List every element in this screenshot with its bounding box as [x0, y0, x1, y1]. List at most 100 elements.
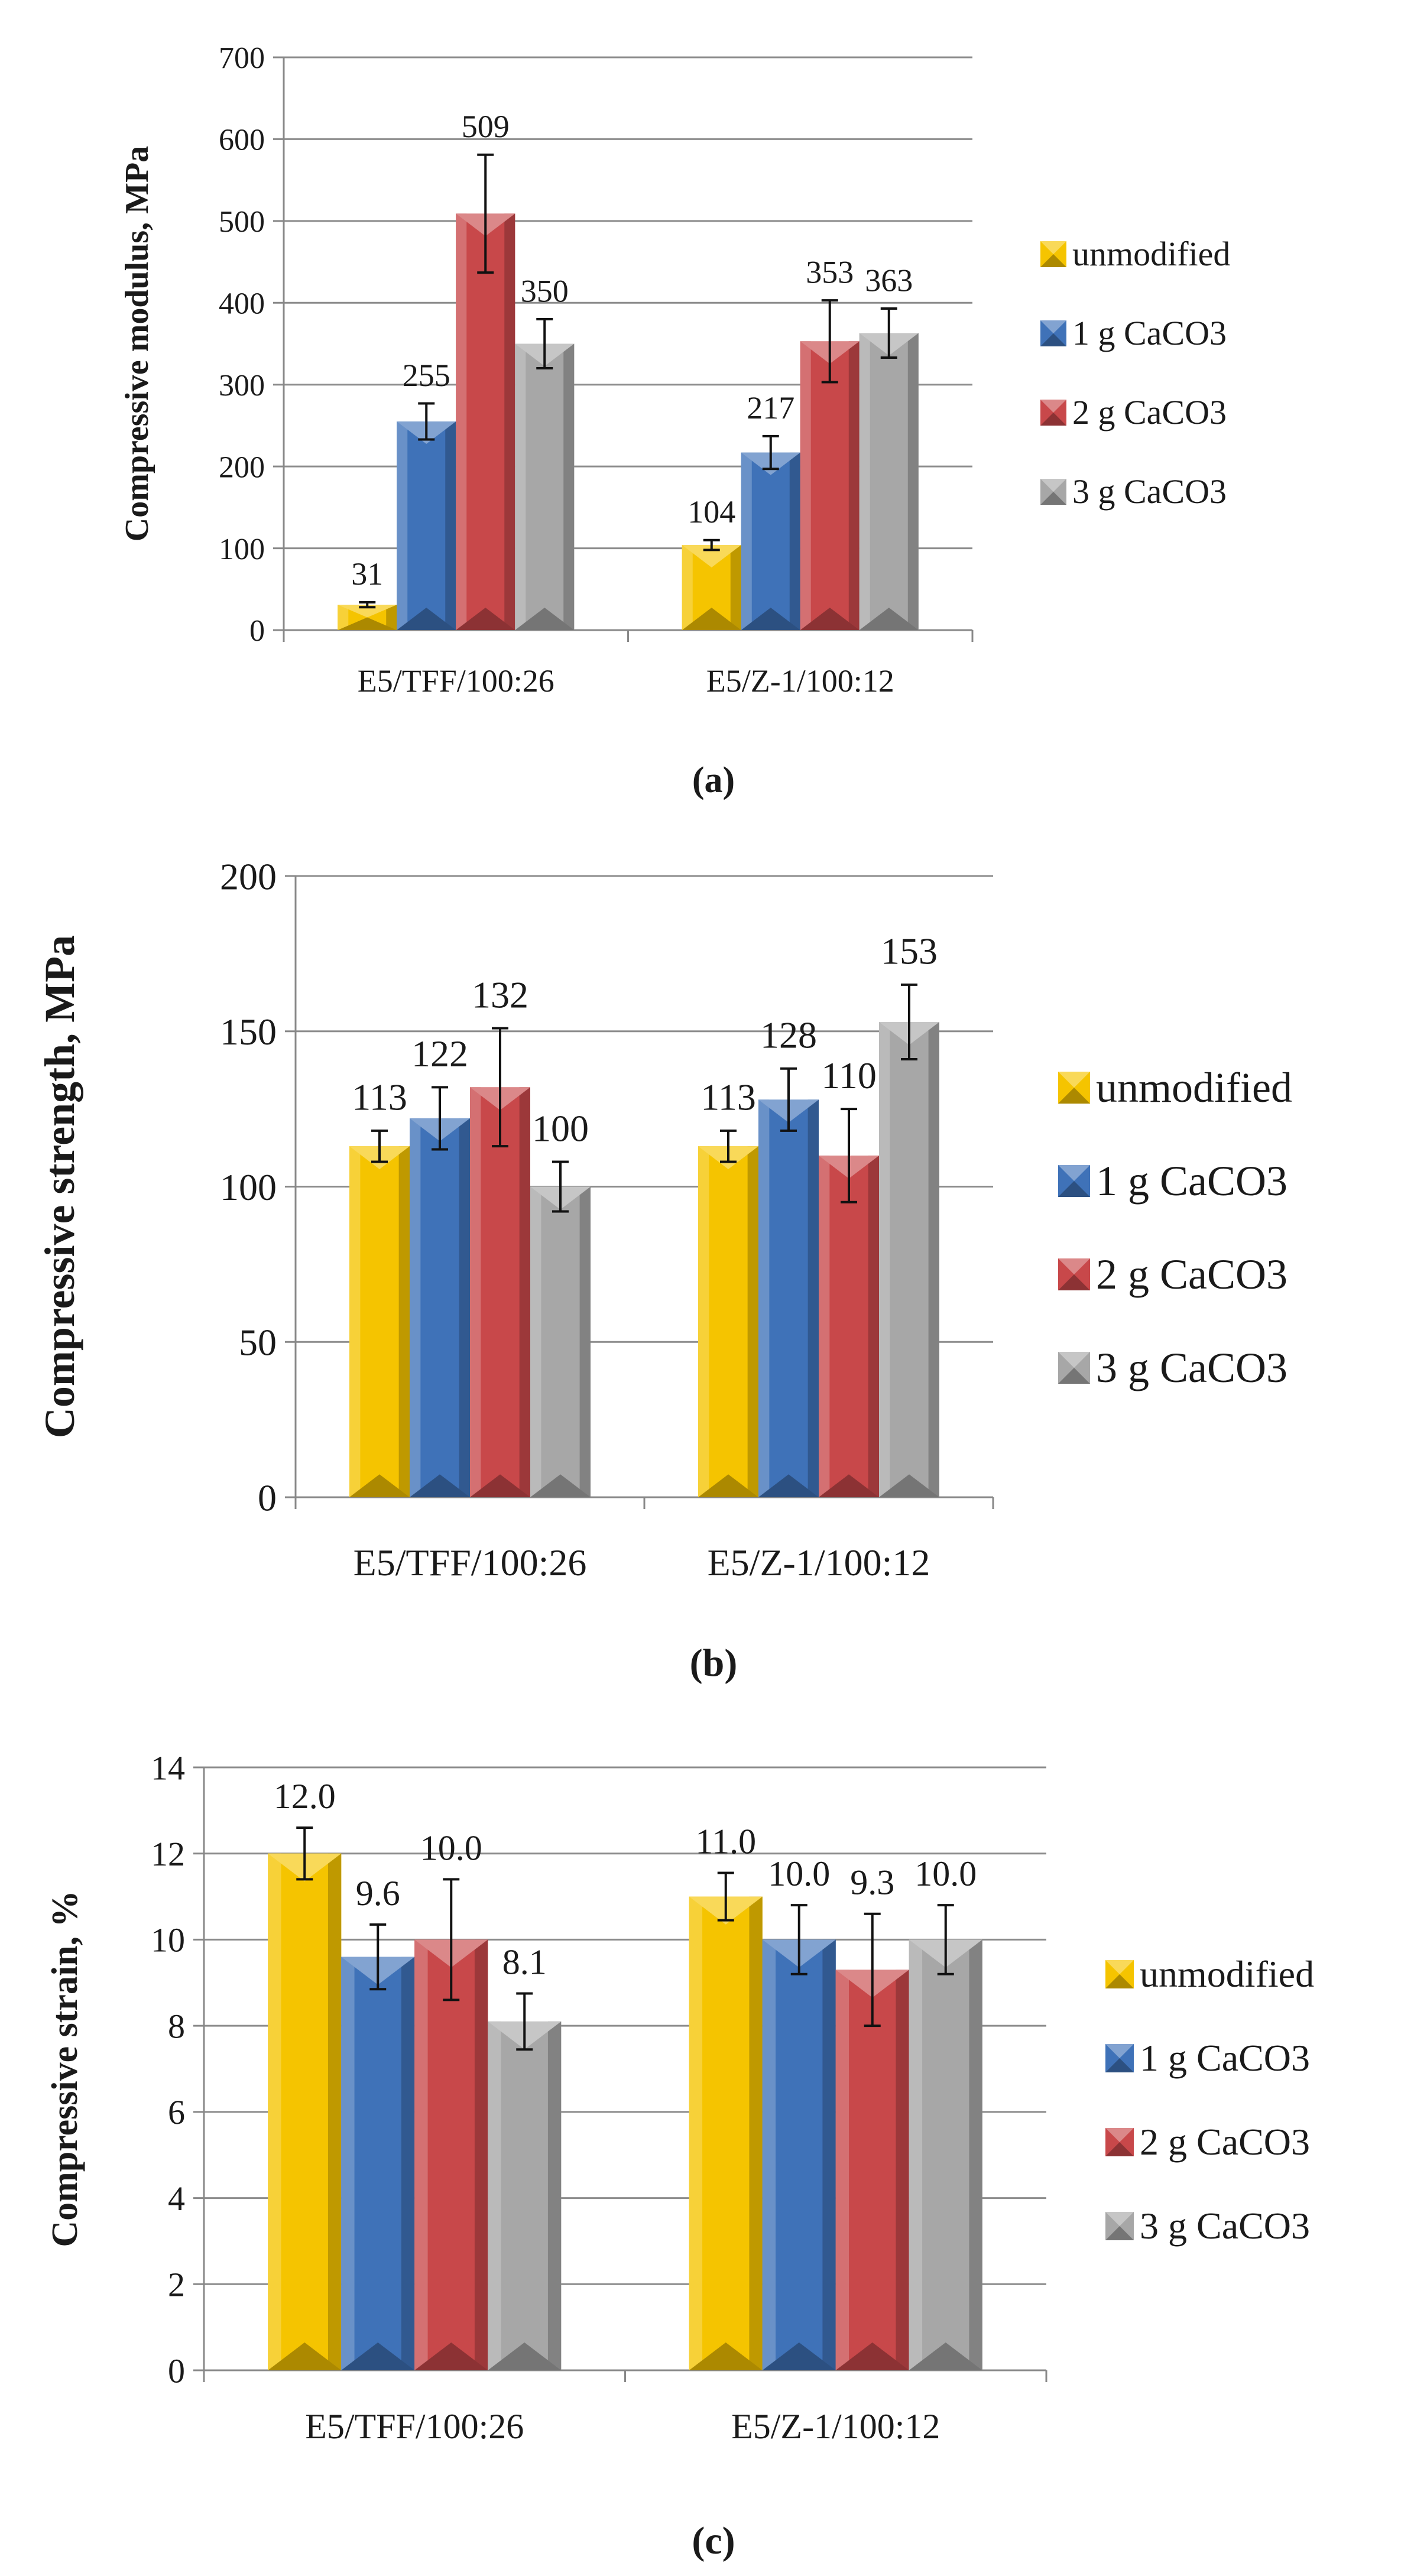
bar — [456, 213, 515, 630]
bar — [879, 1021, 939, 1497]
data-label: 100 — [532, 1107, 589, 1149]
bar-shadow — [579, 1186, 591, 1497]
bar-shadow — [504, 213, 515, 630]
legend-swatch-bevel — [1105, 2212, 1134, 2226]
legend-label: 2 g CaCO3 — [1140, 2121, 1310, 2163]
bar-shadow — [969, 1939, 982, 2370]
legend-swatch-bevel — [1058, 1352, 1090, 1368]
data-label: 9.3 — [850, 1863, 894, 1902]
data-label: 122 — [411, 1033, 468, 1075]
legend-swatch-shade — [1058, 1368, 1090, 1384]
data-label: 10.0 — [914, 1854, 977, 1893]
legend-item: 3 g CaCO3 — [1105, 2205, 1310, 2247]
bar-bottom-bevel — [515, 608, 575, 630]
y-tick-label: 6 — [168, 2093, 185, 2131]
bar-highlight — [835, 1970, 849, 2370]
legend-item: 1 g CaCO3 — [1040, 314, 1227, 352]
bar-shadow — [928, 1021, 939, 1497]
data-label: 12.0 — [274, 1777, 336, 1816]
bar — [859, 333, 919, 630]
y-tick-label: 50 — [239, 1322, 277, 1364]
legend-item: unmodified — [1040, 235, 1230, 273]
legend-swatch-bevel — [1105, 2044, 1134, 2058]
bar-bottom-bevel — [879, 1474, 939, 1497]
y-tick-label: 700 — [219, 41, 265, 75]
category-label: E5/TFF/100:26 — [353, 1542, 587, 1584]
bar-shadow — [398, 1146, 410, 1497]
bar-highlight — [488, 2021, 501, 2370]
bar — [800, 341, 860, 630]
bar-bottom-bevel — [800, 608, 860, 630]
legend-swatch-shade — [1058, 1088, 1090, 1104]
bar-highlight — [410, 1118, 421, 1497]
bar — [515, 343, 575, 630]
legend-label: 2 g CaCO3 — [1096, 1251, 1287, 1298]
bar — [758, 1099, 819, 1497]
category-label: E5/Z-1/100:12 — [706, 663, 894, 699]
data-label: 9.6 — [356, 1874, 400, 1913]
legend-item: 3 g CaCO3 — [1058, 1344, 1287, 1391]
data-label: 8.1 — [502, 1943, 547, 1982]
legend-item: 2 g CaCO3 — [1040, 393, 1227, 432]
legend-swatch-bevel — [1058, 1072, 1090, 1088]
y-tick-label: 0 — [258, 1477, 277, 1519]
bar-highlight — [879, 1021, 890, 1497]
legend-swatch-shade — [1040, 492, 1066, 505]
legend-swatch-shade — [1105, 2226, 1134, 2240]
panel-label: (b) — [690, 1641, 738, 1685]
bar — [762, 1939, 836, 2370]
strength-chart: 0 50 100 150 200 Compressive strength, MPa E5/… — [36, 855, 1292, 1685]
bar — [349, 1146, 410, 1497]
bar-shadow — [749, 1896, 763, 2370]
y-tick-label: 4 — [168, 2179, 185, 2218]
bar-shadow — [519, 1087, 530, 1497]
legend-label: 2 g CaCO3 — [1072, 393, 1227, 432]
bar-shadow — [327, 1853, 342, 2370]
data-label: 11.0 — [695, 1822, 756, 1861]
bar — [741, 452, 800, 630]
bar-highlight — [859, 333, 870, 630]
bar-bottom-bevel — [909, 2342, 982, 2370]
legend-label: unmodified — [1140, 1953, 1314, 1995]
data-label: 255 — [403, 358, 450, 393]
bar-highlight — [456, 213, 467, 630]
legend-label: 3 g CaCO3 — [1140, 2205, 1310, 2247]
data-label: 217 — [747, 390, 794, 426]
y-tick-label: 400 — [219, 287, 265, 320]
bar-shadow — [401, 1957, 415, 2370]
legend-label: unmodified — [1072, 235, 1230, 273]
legend-swatch-bevel — [1105, 2128, 1134, 2142]
bar-highlight — [349, 1146, 361, 1497]
legend-swatch-bevel — [1105, 1960, 1134, 1974]
y-tick-label: 8 — [168, 2007, 185, 2045]
bar — [909, 1939, 982, 2370]
bar-bottom-bevel — [488, 2342, 562, 2370]
bar-highlight — [268, 1853, 281, 2370]
data-label: 153 — [881, 930, 938, 972]
legend-swatch-bevel — [1058, 1165, 1090, 1181]
bar-bottom-bevel — [341, 2342, 415, 2370]
bar-shadow — [445, 421, 456, 630]
data-label: 104 — [687, 494, 735, 530]
chart-panel-b: 0 50 100 150 200 Compressive strength, MPa E5/… — [0, 828, 1427, 1714]
legend-swatch-bevel — [1040, 241, 1066, 254]
data-label: 363 — [865, 262, 913, 298]
bar-highlight — [515, 343, 526, 630]
y-tick-label: 0 — [168, 2351, 185, 2390]
y-axis-title: Compressive strain, % — [45, 1890, 85, 2247]
bar-bottom-bevel — [762, 2342, 836, 2370]
legend-item: 2 g CaCO3 — [1058, 1251, 1287, 1298]
bar-bottom-bevel — [859, 608, 919, 630]
bar-highlight — [682, 545, 693, 630]
y-tick-label: 100 — [220, 1166, 277, 1208]
bar-shadow — [896, 1970, 909, 2370]
bar-bottom-bevel — [414, 2342, 488, 2370]
legend-item: unmodified — [1058, 1064, 1292, 1111]
data-label: 113 — [700, 1076, 756, 1118]
bar-shadow — [822, 1939, 836, 2370]
data-label: 132 — [472, 974, 528, 1016]
bar-shadow — [730, 545, 741, 630]
bar-highlight — [758, 1099, 770, 1497]
legend-swatch-bevel — [1040, 400, 1066, 413]
y-tick-label: 500 — [219, 205, 265, 239]
